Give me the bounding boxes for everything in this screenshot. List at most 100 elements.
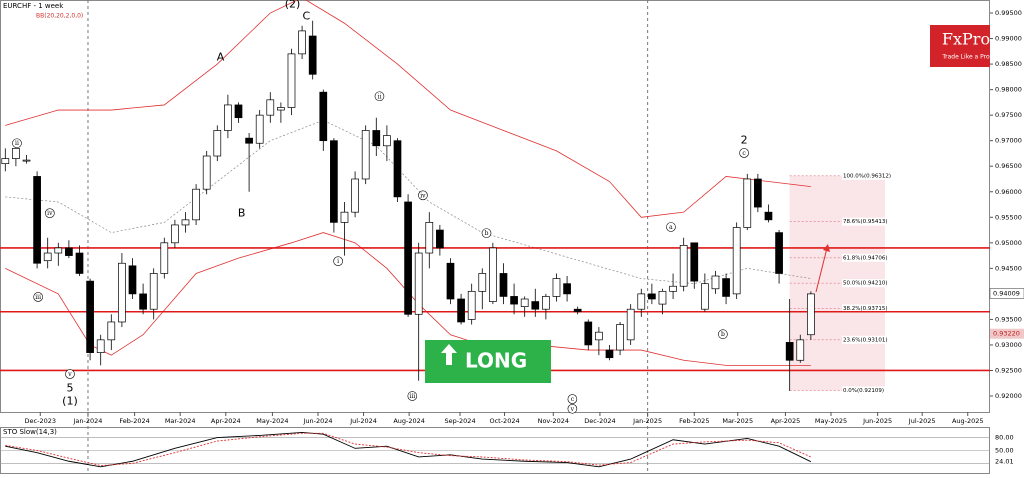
candle-body: [637, 293, 646, 310]
y-tick-label: 0.93000: [995, 341, 1022, 349]
candle-body: [754, 178, 762, 208]
fib-label: 0.0%(0.92109): [843, 388, 884, 394]
candle-body: [33, 176, 41, 264]
wave-circle: [481, 228, 492, 238]
y-tick-label: 0.99500: [995, 9, 1022, 17]
candle-body: [266, 99, 275, 116]
candle-body: [489, 247, 497, 302]
projection-arrowhead: [823, 244, 830, 252]
candle-body: [361, 130, 370, 180]
candle-body: [75, 252, 84, 274]
candle-body: [43, 252, 52, 262]
wave-label: iv: [420, 192, 426, 199]
candle-body: [1, 158, 10, 165]
long-button: LONG: [425, 340, 551, 383]
candle-body: [298, 30, 306, 55]
candle-body: [22, 159, 31, 162]
candle-body: [96, 339, 105, 353]
x-tick-label: Mar-2024: [165, 417, 196, 425]
wave-circle: [333, 256, 343, 267]
y-tick-label: 0.93500: [995, 315, 1022, 323]
candle-body: [171, 224, 179, 244]
wave-label: 5: [66, 381, 73, 394]
candle-body: [372, 130, 381, 147]
candle-body: [722, 278, 730, 297]
candle-body: [520, 298, 529, 308]
candle-body: [457, 298, 465, 323]
candle-body: [796, 339, 805, 361]
candle-body: [12, 147, 20, 159]
wave-label: 2: [741, 134, 748, 147]
symbol: EURCHF - 1 week: [3, 2, 64, 10]
candle-body: [308, 35, 317, 75]
fib-label-bg: [842, 304, 886, 313]
y-tick-label: 0.97500: [995, 111, 1022, 119]
x-tick-label: May-2024: [256, 417, 288, 425]
current-price: 0.94009: [993, 289, 1020, 297]
y-tick-label: 0.94500: [995, 264, 1022, 272]
candle-body: [383, 135, 391, 147]
candle-body: [319, 91, 328, 142]
candle-body: [224, 104, 232, 131]
wave-label: c: [742, 150, 746, 157]
candle-body: [467, 290, 476, 320]
main-frame: [0, 0, 990, 413]
candle-body: [128, 265, 137, 295]
y-tick-label: 0.99000: [995, 35, 1022, 43]
wave-circle: [739, 148, 749, 158]
wave-circle: [407, 391, 418, 401]
fib-label-bg: [842, 253, 886, 262]
candle-body: [351, 178, 359, 213]
candle-body: [425, 222, 434, 254]
candle-body: [764, 211, 773, 221]
candle-body: [701, 283, 709, 310]
wave-circle: [666, 222, 676, 232]
sto-line: [5, 431, 812, 468]
wave-circle: [567, 394, 578, 404]
candle-body: [499, 273, 508, 297]
sto-line: [5, 432, 812, 467]
wave-label: (2): [285, 0, 301, 10]
candle-body: [605, 349, 614, 359]
wave-label: iii: [35, 294, 41, 301]
logo-tagline: Trade Like a Pro: [941, 54, 990, 61]
fib-label-bg: [842, 171, 886, 180]
wave-label: b: [721, 331, 725, 338]
x-tick-label: Sep-2024: [444, 417, 475, 425]
x-tick-label: Apr-2025: [771, 417, 801, 425]
candle-body: [65, 247, 73, 256]
candle-body: [807, 293, 815, 336]
x-tick-label: Jan-2025: [632, 417, 662, 425]
y-tick-label: 0.98000: [995, 86, 1022, 94]
axis-strip: [990, 0, 1024, 474]
candle-body: [255, 114, 264, 144]
candle-body: [234, 104, 243, 119]
y-tick-label: 0.92000: [995, 392, 1022, 400]
candle-body: [658, 290, 667, 305]
wave-circle: [374, 91, 385, 102]
wave-circle: [33, 292, 43, 302]
fib-label: 50.0%(0.94210): [843, 281, 888, 287]
candle-body: [181, 219, 190, 226]
indicator: BB(20,20,2,0,0): [36, 13, 83, 20]
wave-label: iii: [409, 393, 415, 400]
fib-label-bg: [842, 386, 886, 395]
up-arrow: [441, 344, 457, 365]
wave-label: v: [67, 371, 72, 378]
candle-body: [732, 227, 741, 295]
wave-label: i: [337, 258, 339, 265]
candle-body: [563, 283, 571, 295]
candle-body: [340, 211, 349, 223]
sto-title: STO Slow(14,3): [3, 428, 57, 436]
x-tick-label: Aug-2025: [952, 417, 984, 425]
wave-label: ii: [378, 93, 382, 100]
candle-body: [414, 252, 423, 315]
candle-body: [478, 273, 487, 292]
wave-label: B: [238, 207, 246, 220]
wave-circle: [718, 329, 728, 340]
candle-body: [775, 232, 783, 274]
y-tick-label: 0.95000: [995, 239, 1022, 247]
wave-label: iv: [47, 210, 53, 217]
